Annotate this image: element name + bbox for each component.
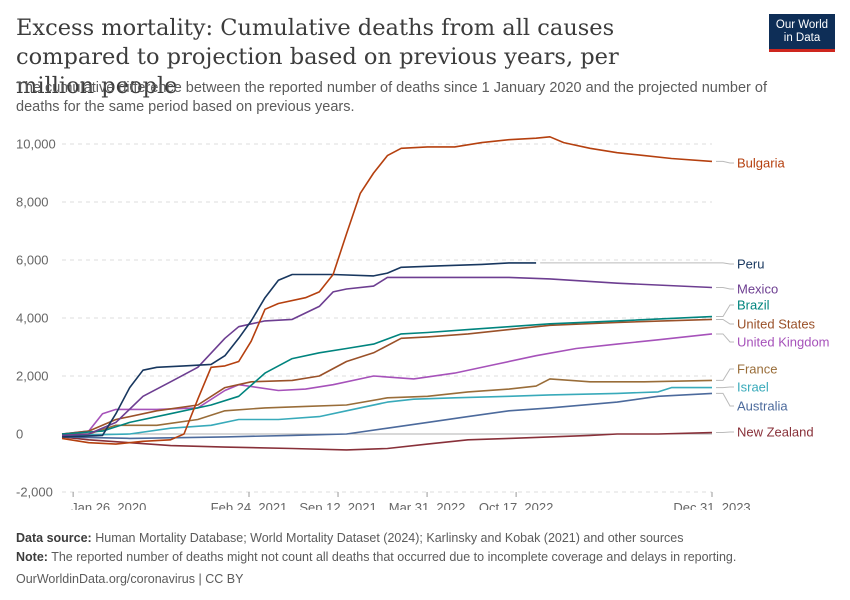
x-tick-label: Oct 17, 2022 — [479, 500, 553, 510]
y-tick-label: 10,000 — [16, 137, 56, 152]
chart-subtitle: The cumulative difference between the re… — [16, 80, 767, 115]
y-tick-label: 8,000 — [16, 195, 49, 210]
series-label-united-kingdom[interactable]: United Kingdom — [737, 335, 830, 350]
series-line-israel[interactable] — [61, 386, 712, 437]
logo-line-1: Our World — [775, 19, 829, 31]
label-connector — [716, 431, 734, 434]
note-label: Note: — [16, 550, 48, 564]
series-lines — [61, 136, 713, 451]
x-axis: Jan 26, 2020 Feb 24, 2021 Sep 12, 2021 Mar … — [71, 492, 751, 510]
x-tick-label: Mar 31, 2022 — [389, 500, 466, 510]
x-tick-label: Feb 24, 2021 — [211, 500, 288, 510]
y-tick-label: 0 — [16, 427, 23, 442]
series-line-peru[interactable] — [61, 262, 537, 438]
data-source-text[interactable]: Human Mortality Database; World Mortalit… — [95, 531, 684, 545]
line-chart: -2,000 0 2,000 4,000 6,000 8,000 10,000 Jan 26… — [16, 136, 830, 510]
series-line-new-zealand[interactable] — [61, 431, 713, 451]
series-line-united-states[interactable] — [61, 318, 713, 435]
x-tick-label: Dec 31, 2023 — [673, 500, 750, 510]
label-connector — [716, 160, 734, 164]
x-tick-label: Jan 26, 2020 — [71, 500, 146, 510]
label-connector — [716, 392, 734, 407]
data-source: Data source: Human Mortality Database; W… — [16, 530, 683, 546]
series-line-mexico[interactable] — [61, 276, 713, 437]
series-line-bulgaria[interactable] — [61, 136, 713, 445]
series-label-bulgaria[interactable]: Bulgaria — [737, 156, 785, 171]
x-tick-label: Sep 12, 2021 — [299, 500, 376, 510]
y-axis: -2,000 0 2,000 4,000 6,000 8,000 10,000 — [16, 137, 56, 500]
y-tick-label: 4,000 — [16, 311, 49, 326]
note-text: The reported number of deaths might not … — [51, 550, 737, 564]
chart-note: Note: The reported number of deaths migh… — [16, 549, 736, 565]
credit-link[interactable]: OurWorldinData.org/coronavirus | CC BY — [16, 572, 244, 586]
y-tick-label: -2,000 — [16, 485, 53, 500]
label-connector — [716, 287, 734, 290]
series-label-france[interactable]: France — [737, 362, 777, 377]
series-label-israel[interactable]: Israel — [737, 380, 769, 395]
label-connector — [716, 333, 734, 343]
series-label-australia[interactable]: Australia — [737, 399, 788, 414]
series-label-brazil[interactable]: Brazil — [737, 298, 770, 313]
series-label-mexico[interactable]: Mexico — [737, 282, 778, 297]
data-source-label: Data source: — [16, 531, 92, 545]
y-tick-label: 2,000 — [16, 369, 49, 384]
label-connector — [716, 368, 734, 381]
label-connector — [716, 318, 734, 325]
chart-title: Excess mortality: Cumulative deaths from… — [16, 15, 619, 99]
label-connector — [716, 386, 734, 389]
logo-line-2: in Data — [783, 32, 821, 44]
label-connector — [540, 262, 734, 265]
owid-logo[interactable]: Our World in Data — [769, 14, 835, 52]
series-line-united-kingdom[interactable] — [61, 333, 713, 435]
series-label-peru[interactable]: Peru — [737, 257, 764, 272]
label-connector — [716, 304, 734, 318]
series-line-australia[interactable] — [61, 392, 713, 440]
series-label-new-zealand[interactable]: New Zealand — [737, 425, 814, 440]
series-label-united-states[interactable]: United States — [737, 317, 816, 332]
series-line-brazil[interactable] — [61, 315, 713, 435]
y-tick-label: 6,000 — [16, 253, 49, 268]
series-line-france[interactable] — [62, 378, 713, 435]
